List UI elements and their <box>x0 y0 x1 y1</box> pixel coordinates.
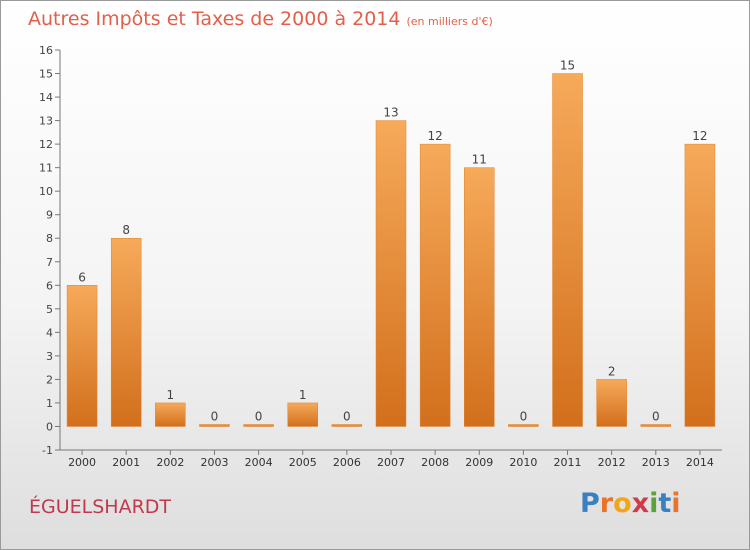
bar-value-label: 0 <box>652 409 660 423</box>
y-tick-label: 12 <box>39 138 53 151</box>
x-tick-label: 2008 <box>421 456 449 469</box>
logo-letter: t <box>658 488 672 519</box>
location-name: ÉGUELSHARDT <box>29 496 172 518</box>
x-tick-label: 2005 <box>289 456 317 469</box>
logo-letter: P <box>580 488 600 519</box>
logo-letter: i <box>649 488 659 519</box>
x-tick-label: 2004 <box>245 456 273 469</box>
y-tick-label: 3 <box>46 350 53 363</box>
logo-letter: i <box>671 488 681 519</box>
y-tick-label: 11 <box>39 162 53 175</box>
bar <box>199 424 230 427</box>
y-tick-label: 6 <box>46 279 53 292</box>
x-tick-label: 2014 <box>686 456 714 469</box>
y-tick-label: 2 <box>46 373 53 386</box>
proxiti-logo: Proxiti <box>580 488 681 519</box>
bar-value-label: 0 <box>255 409 263 423</box>
bar <box>110 237 142 427</box>
bar-value-label: 2 <box>608 364 616 378</box>
bar-value-label: 15 <box>560 59 575 73</box>
x-tick-label: 2006 <box>333 456 361 469</box>
x-tick-label: 2009 <box>465 456 493 469</box>
bar-value-label: 12 <box>427 129 442 143</box>
y-tick-label: 0 <box>46 420 53 433</box>
x-tick-label: 2013 <box>642 456 670 469</box>
bar <box>464 167 495 427</box>
bar-value-label: 6 <box>78 270 86 284</box>
bar <box>66 285 98 427</box>
bar-value-label: 13 <box>383 106 398 120</box>
bar <box>287 402 318 427</box>
logo-letter: o <box>613 488 632 519</box>
x-tick-label: 2007 <box>377 456 405 469</box>
y-tick-label: 15 <box>39 68 53 81</box>
bar-value-label: 12 <box>692 129 707 143</box>
bar <box>375 120 407 427</box>
x-tick-label: 2012 <box>598 456 626 469</box>
y-tick-label: 5 <box>46 303 53 316</box>
bar <box>155 402 186 427</box>
bar-value-label: 1 <box>167 388 175 402</box>
y-tick-label: 14 <box>39 91 53 104</box>
x-tick-label: 2010 <box>509 456 537 469</box>
bar <box>596 379 627 427</box>
bar <box>243 424 274 427</box>
y-tick-label: 13 <box>39 115 53 128</box>
x-tick-label: 2001 <box>112 456 140 469</box>
bar <box>552 73 583 427</box>
chart-title-unit: (en milliers d'€) <box>406 15 493 28</box>
bar-value-label: 11 <box>472 153 487 167</box>
bar-value-label: 0 <box>343 409 351 423</box>
x-tick-label: 2003 <box>200 456 228 469</box>
y-tick-label: 10 <box>39 185 53 198</box>
y-tick-label: 4 <box>46 326 53 339</box>
bar-value-label: 0 <box>211 409 219 423</box>
bar-value-label: 1 <box>299 388 307 402</box>
chart-title-main: Autres Impôts et Taxes de 2000 à 2014 <box>28 8 401 30</box>
x-tick-label: 2000 <box>68 456 96 469</box>
bar <box>419 143 451 427</box>
y-tick-label: 16 <box>39 44 53 57</box>
y-tick-label: -1 <box>42 444 53 457</box>
bar <box>640 424 672 427</box>
bar-value-label: 8 <box>122 223 130 237</box>
bar <box>331 424 363 427</box>
y-tick-label: 1 <box>46 397 53 410</box>
chart-title: Autres Impôts et Taxes de 2000 à 2014 (en… <box>28 8 493 30</box>
y-tick-label: 7 <box>46 256 53 269</box>
y-tick-label: 9 <box>46 209 53 222</box>
bar <box>508 424 539 427</box>
bar <box>684 143 716 427</box>
x-tick-label: 2011 <box>554 456 582 469</box>
logo-letter: x <box>631 488 650 519</box>
bar-value-label: 0 <box>520 409 528 423</box>
logo-letter: r <box>599 488 614 519</box>
y-tick-label: 8 <box>46 232 53 245</box>
x-tick-label: 2002 <box>156 456 184 469</box>
